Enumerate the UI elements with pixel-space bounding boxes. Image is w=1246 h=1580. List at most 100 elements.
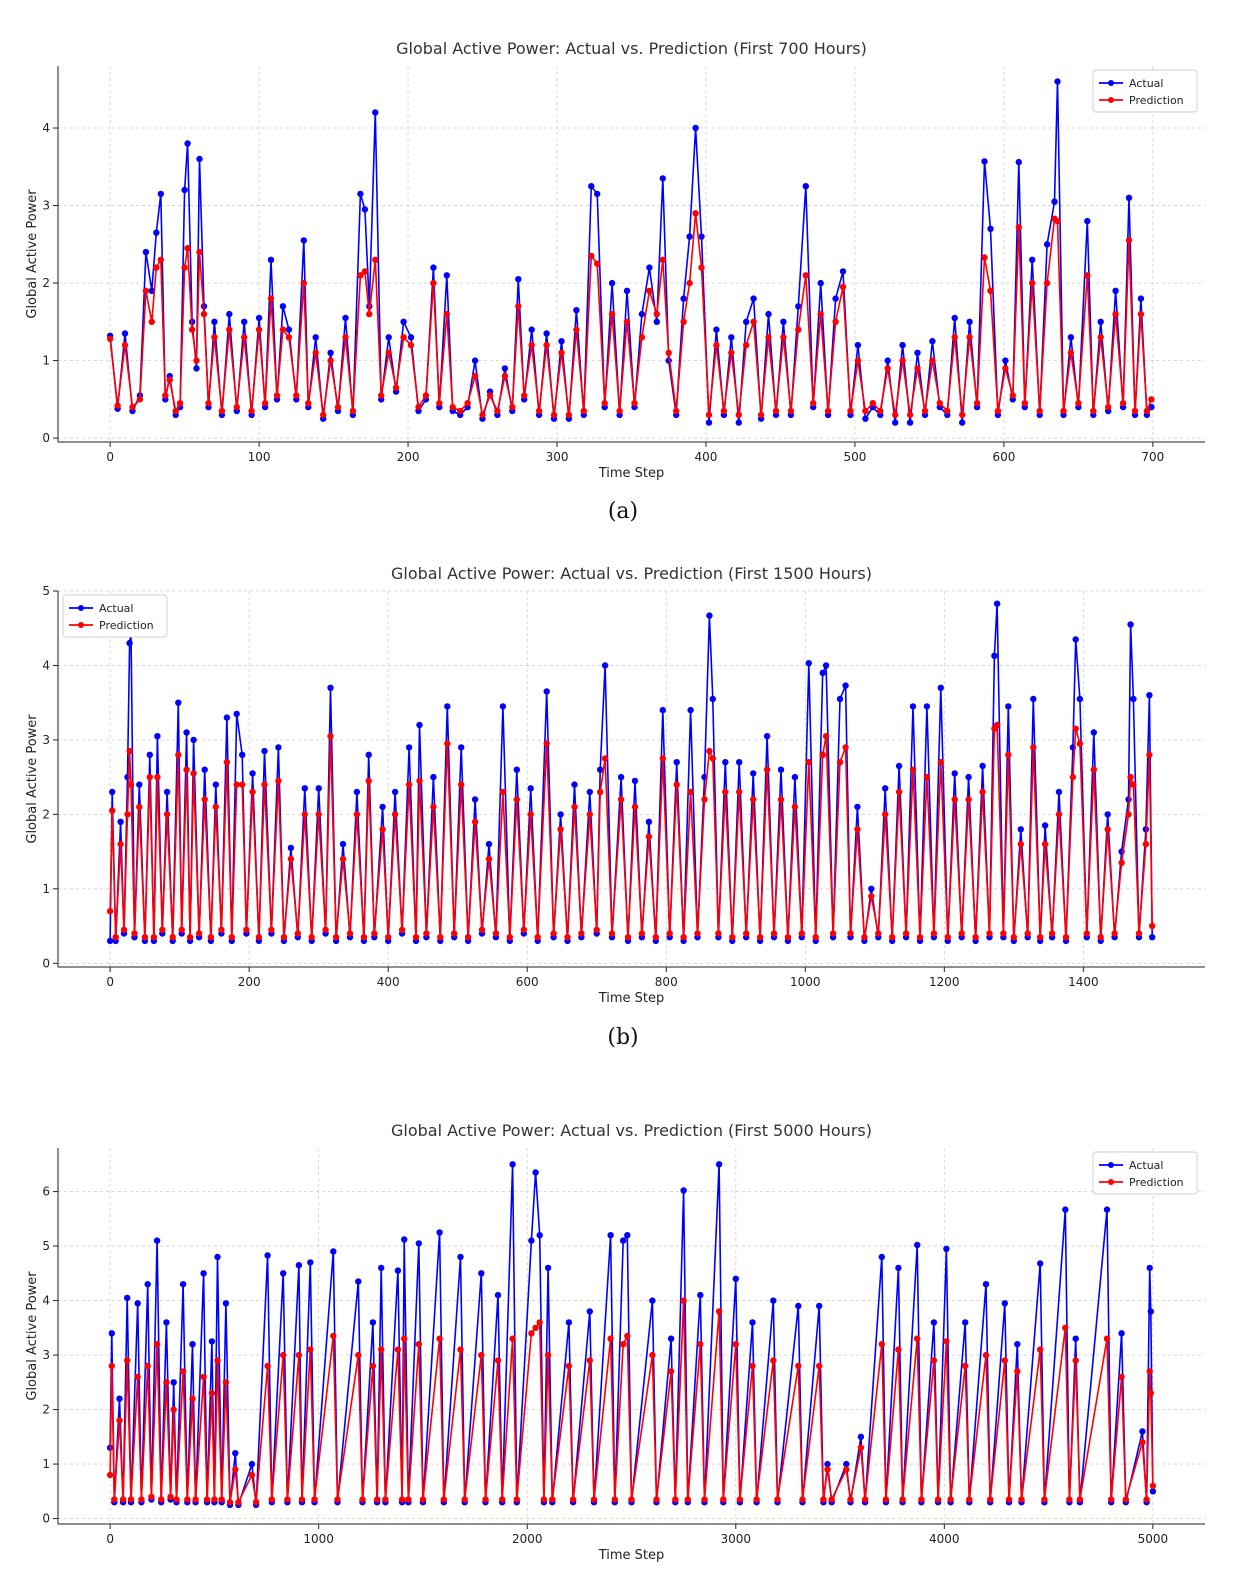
data-point-prediction: [686, 279, 693, 287]
data-point-prediction: [597, 788, 604, 796]
data-point-prediction: [394, 1346, 402, 1353]
data-point-actual: [315, 785, 322, 792]
y-tick-label: 0: [42, 956, 50, 970]
legend-marker-prediction: [1108, 1179, 1114, 1185]
data-point-prediction: [527, 811, 534, 818]
data-point-prediction: [1029, 279, 1036, 287]
data-point-actual: [153, 229, 160, 236]
data-point-actual: [394, 1267, 402, 1274]
x-tick-label: 1000: [790, 975, 821, 989]
data-point-actual: [1146, 692, 1153, 699]
data-point-actual: [1137, 295, 1145, 302]
data-point-prediction: [966, 334, 973, 341]
data-point-actual: [1062, 1206, 1069, 1213]
data-point-actual: [1030, 695, 1037, 703]
grid: [58, 66, 1205, 442]
data-point-actual: [300, 237, 307, 244]
data-point-prediction: [369, 1362, 377, 1370]
data-point-prediction: [617, 796, 625, 803]
data-point-actual: [697, 1291, 704, 1299]
data-point-actual: [608, 279, 616, 287]
data-point-prediction: [405, 1496, 412, 1503]
data-point-prediction: [486, 392, 494, 399]
data-point-prediction: [106, 335, 114, 343]
x-tick-label: 4000: [929, 1532, 960, 1546]
y-tick-label: 2: [42, 276, 50, 290]
data-point-prediction: [300, 279, 307, 287]
data-point-actual: [819, 669, 826, 677]
data-point-actual: [1112, 287, 1119, 294]
data-point-actual: [233, 710, 240, 718]
data-point-prediction: [817, 310, 824, 318]
data-point-prediction: [1103, 1335, 1111, 1342]
data-point-prediction: [839, 283, 847, 291]
data-point-prediction: [877, 407, 884, 415]
data-point-prediction: [268, 1496, 275, 1503]
data-point-prediction: [528, 341, 535, 349]
data-point-prediction: [315, 811, 322, 818]
data-point-prediction: [285, 334, 293, 341]
data-point-prediction: [854, 826, 861, 833]
data-point-actual: [509, 1161, 516, 1168]
data-point-prediction: [1066, 1496, 1073, 1503]
data-point-actual: [673, 759, 680, 766]
data-point-actual: [1001, 1300, 1008, 1307]
data-point-prediction: [248, 407, 255, 415]
data-point-prediction: [763, 766, 771, 773]
data-point-prediction: [392, 384, 400, 391]
data-point-prediction: [436, 1335, 443, 1342]
data-point-actual: [884, 357, 891, 364]
y-tick-label: 2: [42, 807, 50, 821]
series-line-prediction: [109, 212, 1153, 416]
data-point-prediction: [1083, 930, 1091, 937]
data-point-actual: [1072, 636, 1079, 643]
data-point-actual: [805, 660, 812, 667]
data-point-actual: [736, 759, 743, 766]
data-point-prediction: [680, 1297, 687, 1304]
data-point-prediction: [1062, 1324, 1069, 1331]
data-point-actual: [513, 766, 520, 773]
data-point-actual: [1054, 78, 1061, 85]
data-point-prediction: [1143, 407, 1151, 415]
data-point-prediction: [666, 930, 673, 937]
data-point-actual: [686, 233, 693, 240]
data-point-prediction: [520, 926, 527, 933]
data-point-prediction: [947, 1496, 954, 1503]
data-point-prediction: [824, 1466, 831, 1473]
data-point-prediction: [573, 326, 580, 333]
data-point-actual: [121, 330, 129, 337]
data-point-prediction: [1105, 403, 1112, 411]
data-point-actual: [557, 811, 564, 818]
data-point-prediction: [799, 1496, 806, 1503]
data-point-prediction: [334, 403, 342, 411]
data-point-prediction: [444, 740, 451, 747]
data-point-prediction: [372, 256, 379, 263]
data-point-actual: [106, 937, 114, 945]
data-point-prediction: [1037, 1346, 1044, 1353]
legend-marker-actual: [78, 605, 84, 611]
data-point-prediction: [594, 260, 601, 267]
data-point-prediction: [146, 773, 153, 781]
series-prediction: [106, 1297, 1157, 1506]
data-point-actual: [1147, 1308, 1155, 1315]
data-point-actual: [1130, 695, 1137, 703]
data-point-prediction: [312, 349, 319, 356]
data-point-actual: [777, 766, 785, 773]
data-point-prediction: [153, 264, 160, 271]
legend-marker-actual: [1108, 80, 1114, 86]
legend-label-prediction: Prediction: [99, 619, 154, 632]
data-point-actual: [200, 1270, 207, 1277]
data-point-prediction: [405, 781, 413, 788]
data-point-prediction: [1112, 310, 1119, 318]
data-point-actual: [226, 310, 233, 318]
data-point-prediction: [515, 303, 522, 310]
data-point-actual: [239, 751, 246, 758]
data-point-actual: [1067, 334, 1075, 341]
data-point-prediction: [471, 372, 479, 380]
data-point-actual: [458, 744, 465, 751]
data-point-actual: [698, 233, 705, 240]
data-point-actual: [993, 600, 1001, 607]
legend-label-prediction: Prediction: [1129, 94, 1184, 107]
data-point-actual: [854, 803, 861, 811]
data-point-prediction: [437, 934, 444, 941]
